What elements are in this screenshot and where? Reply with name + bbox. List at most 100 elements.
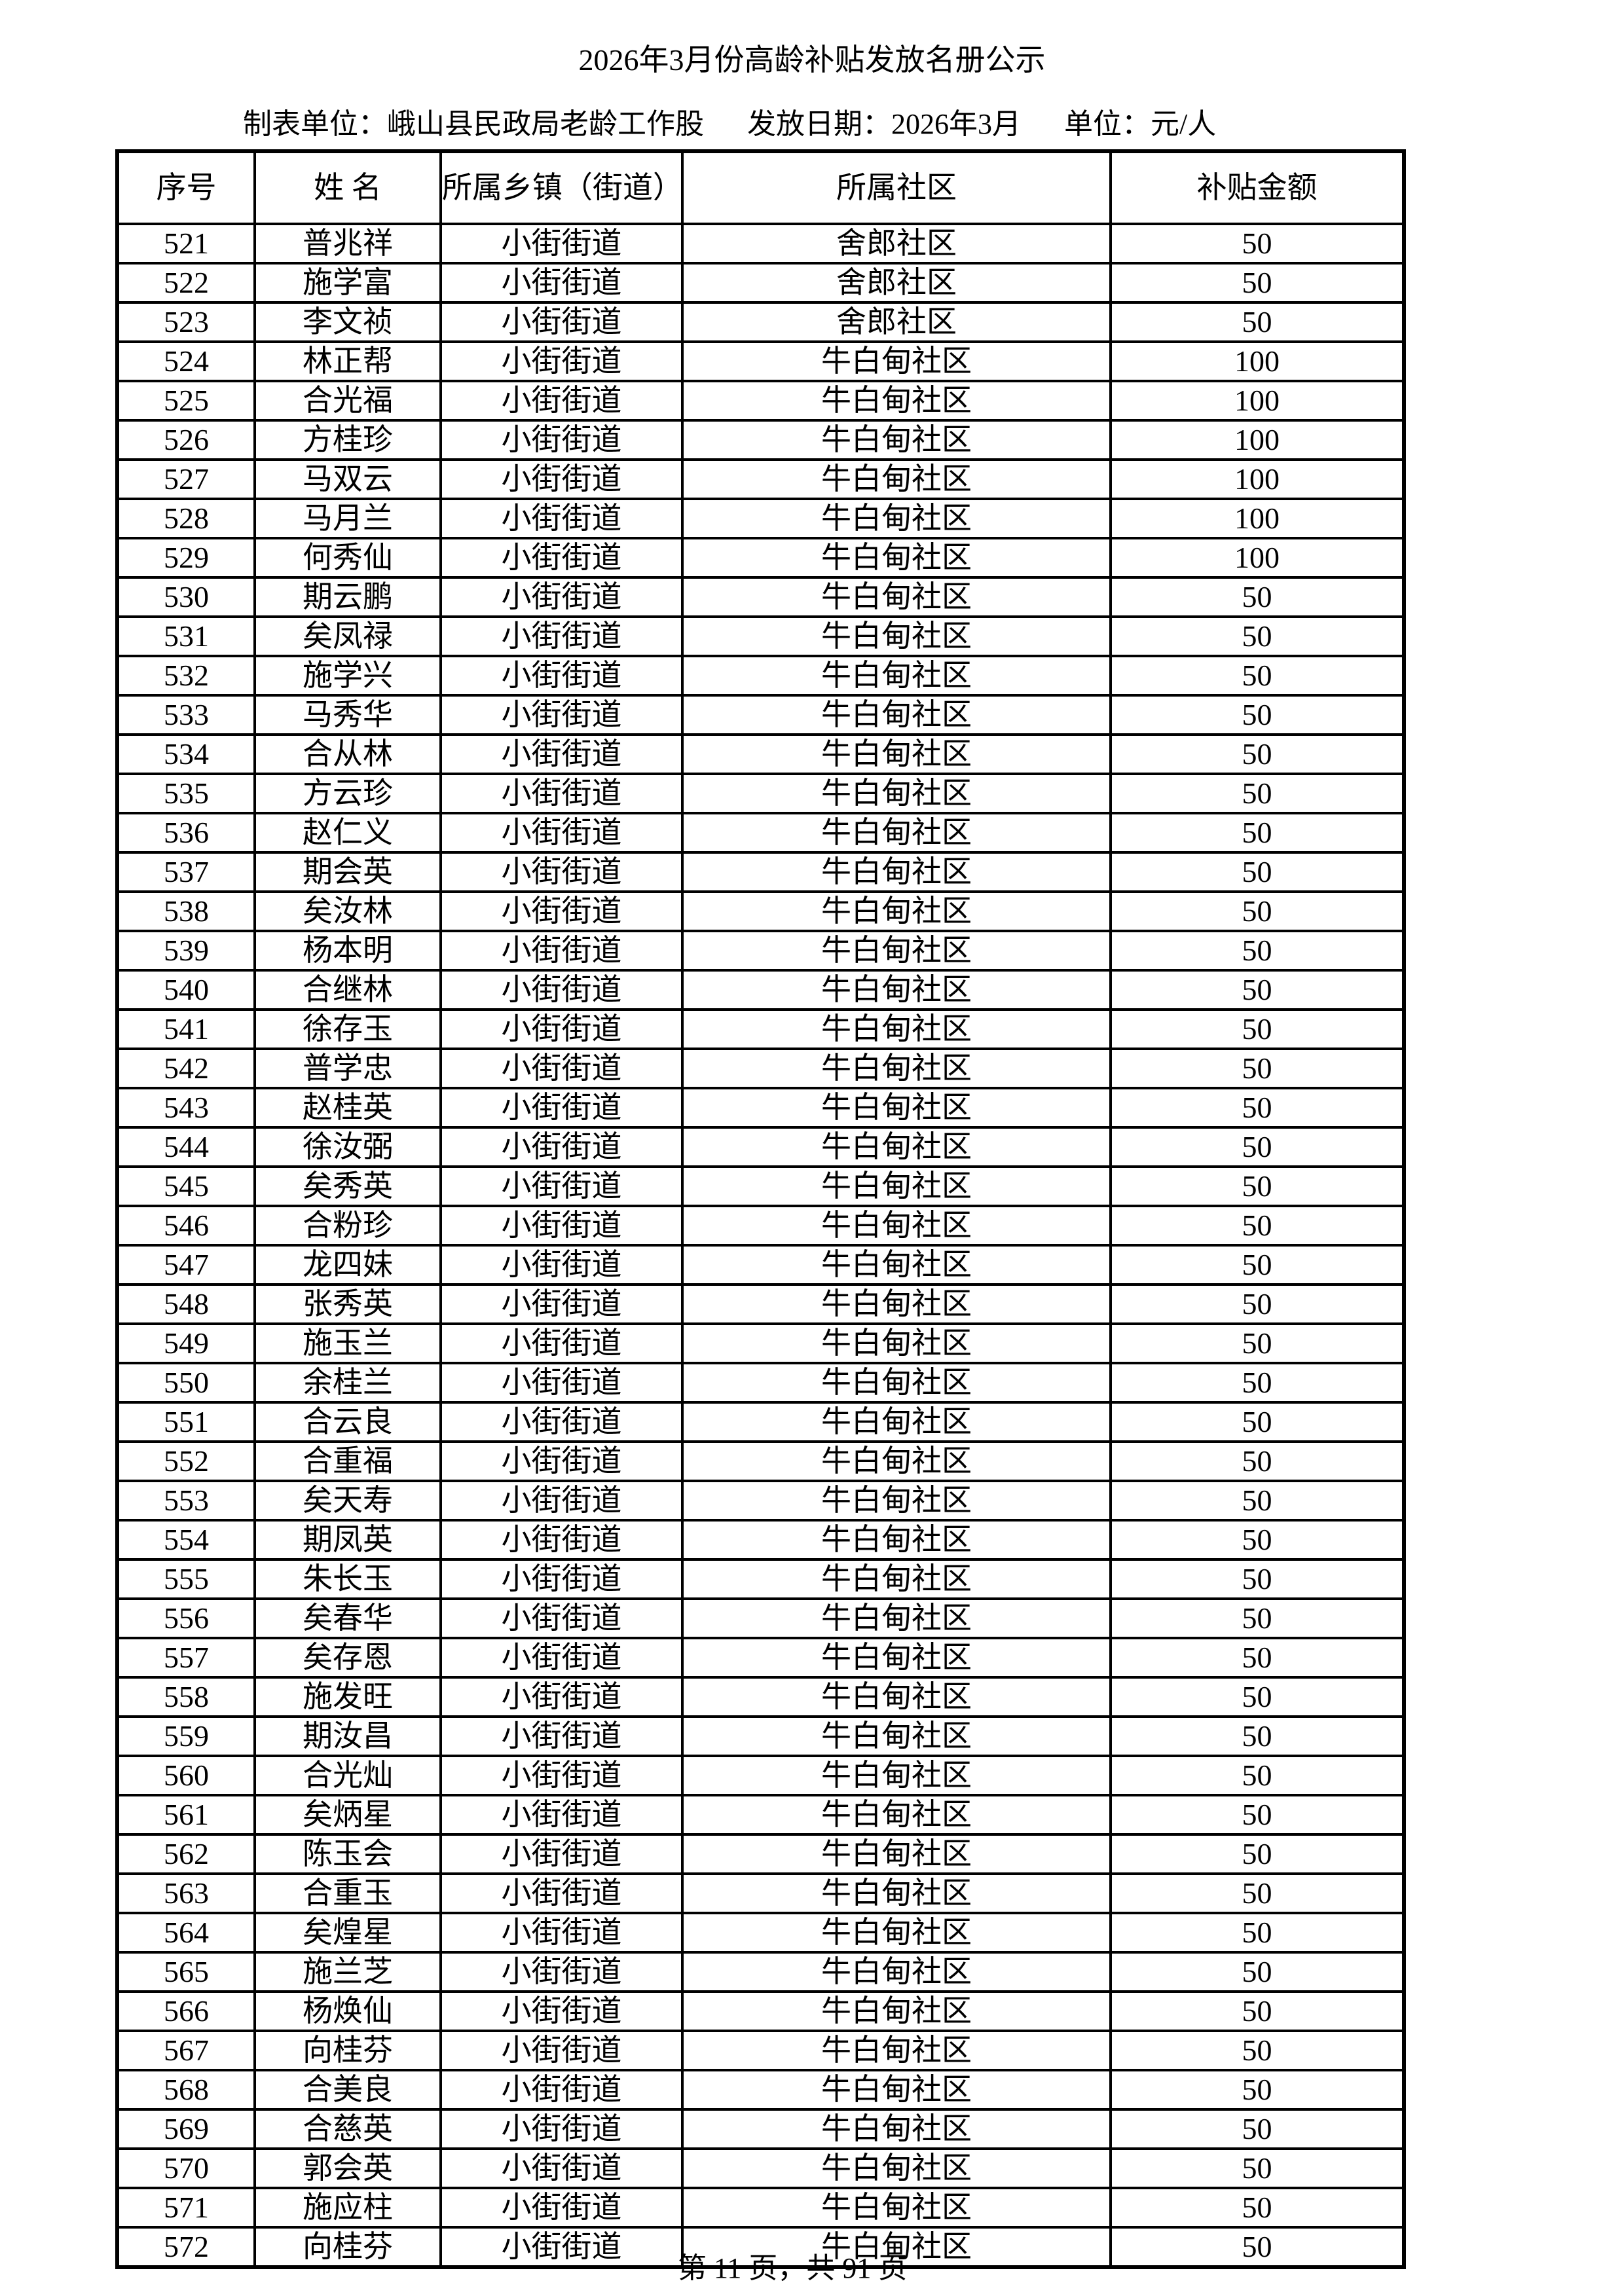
town-cell: 小街街道	[439, 1912, 684, 1954]
table-row: 526 方桂珍 小街街道 牛白甸社区 100	[116, 419, 1405, 461]
table-row: 543 赵桂英 小街街道 牛白甸社区 50	[116, 1087, 1405, 1129]
community-cell: 牛白甸社区	[681, 773, 1112, 814]
subsidy-amount-cell: 50	[1109, 1872, 1405, 1914]
table-row: 572 向桂芬 小街街道 牛白甸社区 50	[116, 2226, 1405, 2269]
table-header-row: 序号 姓 名 所属乡镇（街道） 所属社区 补贴金额	[116, 150, 1405, 225]
town-cell: 小街街道	[439, 458, 684, 500]
person-name-cell: 赵桂英	[253, 1087, 442, 1129]
row-number-cell: 526	[116, 419, 256, 461]
person-name-cell: 合重玉	[253, 1872, 442, 1914]
row-number-cell: 533	[116, 694, 256, 736]
subsidy-amount-cell: 50	[1109, 2030, 1405, 2071]
row-number-cell: 547	[116, 1244, 256, 1286]
person-name-cell: 期会英	[253, 851, 442, 893]
row-number-cell: 562	[116, 1833, 256, 1875]
community-cell: 牛白甸社区	[681, 655, 1112, 697]
row-number-cell: 540	[116, 969, 256, 1011]
subsidy-amount-cell: 50	[1109, 851, 1405, 893]
subsidy-amount-cell: 50	[1109, 615, 1405, 657]
community-cell: 牛白甸社区	[681, 1872, 1112, 1914]
row-number-cell: 522	[116, 262, 256, 304]
town-cell: 小街街道	[439, 890, 684, 932]
table-row: 523 李文祯 小街街道 舍郎社区 50	[116, 301, 1405, 343]
community-cell: 牛白甸社区	[681, 615, 1112, 657]
row-number-cell: 545	[116, 1165, 256, 1207]
community-cell: 牛白甸社区	[681, 1794, 1112, 1836]
town-cell: 小街街道	[439, 1597, 684, 1639]
subsidy-amount-cell: 50	[1109, 1401, 1405, 1443]
community-cell: 牛白甸社区	[681, 458, 1112, 500]
row-number-cell: 569	[116, 2108, 256, 2150]
column-header-name: 姓 名	[253, 150, 442, 225]
subsidy-amount-cell: 50	[1109, 1362, 1405, 1404]
table-row: 544 徐汝弼 小街街道 牛白甸社区 50	[116, 1126, 1405, 1168]
row-number-cell: 564	[116, 1912, 256, 1954]
subsidy-amount-cell: 50	[1109, 1244, 1405, 1286]
town-cell: 小街街道	[439, 498, 684, 539]
person-name-cell: 马秀华	[253, 694, 442, 736]
community-cell: 牛白甸社区	[681, 969, 1112, 1011]
person-name-cell: 期凤英	[253, 1519, 442, 1561]
town-cell: 小街街道	[439, 851, 684, 893]
subsidy-amount-cell: 50	[1109, 262, 1405, 304]
community-cell: 牛白甸社区	[681, 1087, 1112, 1129]
table-row: 539 杨本明 小街街道 牛白甸社区 50	[116, 930, 1405, 972]
town-cell: 小街街道	[439, 655, 684, 697]
table-row: 533 马秀华 小街街道 牛白甸社区 50	[116, 694, 1405, 736]
row-number-cell: 531	[116, 615, 256, 657]
community-cell: 牛白甸社区	[681, 1480, 1112, 1522]
table-row: 536 赵仁义 小街街道 牛白甸社区 50	[116, 812, 1405, 854]
subsidy-amount-cell: 100	[1109, 458, 1405, 500]
subsidy-amount-cell: 50	[1109, 1440, 1405, 1482]
person-name-cell: 陈玉会	[253, 1833, 442, 1875]
row-number-cell: 567	[116, 2030, 256, 2071]
row-number-cell: 544	[116, 1126, 256, 1168]
subsidy-amount-cell: 100	[1109, 419, 1405, 461]
town-cell: 小街街道	[439, 1362, 684, 1404]
person-name-cell: 杨焕仙	[253, 1990, 442, 2032]
row-number-cell: 548	[116, 1283, 256, 1325]
town-cell: 小街街道	[439, 1676, 684, 1718]
subsidy-amount-cell: 50	[1109, 2108, 1405, 2150]
community-cell: 牛白甸社区	[681, 1715, 1112, 1757]
person-name-cell: 合光灿	[253, 1755, 442, 1796]
town-cell: 小街街道	[439, 301, 684, 343]
town-cell: 小街街道	[439, 1440, 684, 1482]
person-name-cell: 徐汝弼	[253, 1126, 442, 1168]
subsidy-amount-cell: 100	[1109, 340, 1405, 382]
table-row: 528 马月兰 小街街道 牛白甸社区 100	[116, 498, 1405, 539]
row-number-cell: 538	[116, 890, 256, 932]
person-name-cell: 普学忠	[253, 1048, 442, 1089]
community-cell: 牛白甸社区	[681, 537, 1112, 579]
row-number-cell: 553	[116, 1480, 256, 1522]
document-title: 2026年3月份高龄补贴发放名册公示	[578, 43, 1046, 77]
town-cell: 小街街道	[439, 262, 684, 304]
row-number-cell: 539	[116, 930, 256, 972]
subsidy-amount-cell: 50	[1109, 812, 1405, 854]
row-number-cell: 532	[116, 655, 256, 697]
person-name-cell: 何秀仙	[253, 537, 442, 579]
table-row: 537 期会英 小街街道 牛白甸社区 50	[116, 851, 1405, 893]
row-number-cell: 534	[116, 733, 256, 775]
town-cell: 小街街道	[439, 930, 684, 972]
table-row: 556 矣春华 小街街道 牛白甸社区 50	[116, 1597, 1405, 1639]
subsidy-amount-cell: 50	[1109, 1912, 1405, 1954]
person-name-cell: 矣煌星	[253, 1912, 442, 1954]
table-row: 560 合光灿 小街街道 牛白甸社区 50	[116, 1755, 1405, 1796]
community-cell: 牛白甸社区	[681, 1008, 1112, 1050]
town-cell: 小街街道	[439, 1283, 684, 1325]
person-name-cell: 施玉兰	[253, 1322, 442, 1364]
person-name-cell: 施应柱	[253, 2187, 442, 2229]
subsidy-amount-cell: 50	[1109, 1519, 1405, 1561]
subsidy-amount-cell: 50	[1109, 1833, 1405, 1875]
row-number-cell: 542	[116, 1048, 256, 1089]
subsidy-amount-cell: 50	[1109, 1676, 1405, 1718]
subsidy-amount-cell: 100	[1109, 380, 1405, 422]
town-cell: 小街街道	[439, 773, 684, 814]
row-number-cell: 554	[116, 1519, 256, 1561]
row-number-cell: 521	[116, 223, 256, 264]
subsidy-amount-cell: 50	[1109, 2147, 1405, 2189]
person-name-cell: 合美良	[253, 2069, 442, 2111]
town-cell: 小街街道	[439, 2187, 684, 2229]
town-cell: 小街街道	[439, 2147, 684, 2189]
